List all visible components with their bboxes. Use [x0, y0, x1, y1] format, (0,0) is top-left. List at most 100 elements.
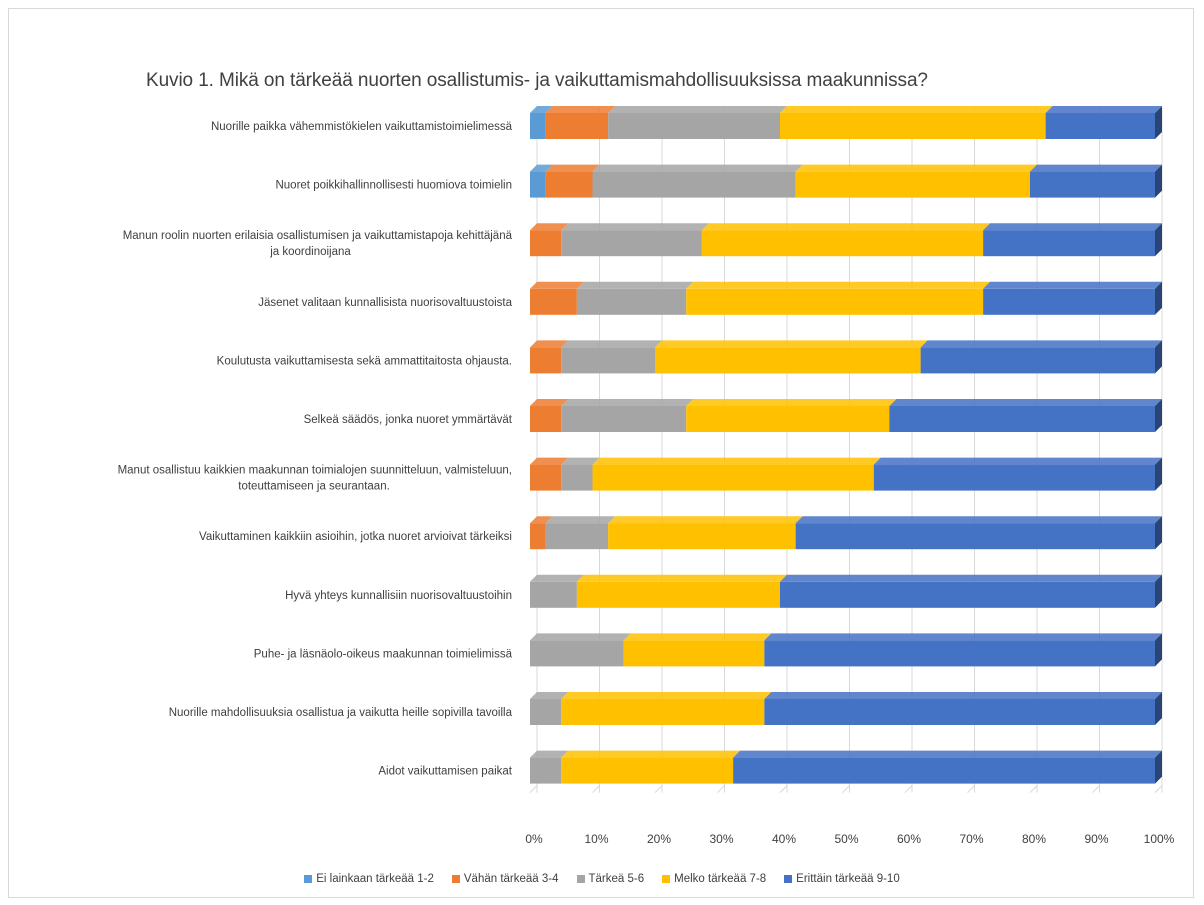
bar-segment: [530, 699, 561, 725]
bar-segment-top: [546, 165, 600, 172]
bar-segment: [530, 289, 577, 315]
legend-label: Tärkeä 5-6: [589, 873, 645, 885]
gridline-floor: [1155, 786, 1162, 793]
bar-segment: [530, 347, 561, 373]
legend-swatch: [452, 875, 460, 883]
bar-segment: [561, 406, 686, 432]
x-tick-label: 70%: [959, 832, 983, 846]
bar-segment-top: [796, 516, 1162, 523]
category-label: Selkeä säädös, jonka nuoret ymmärtävät: [304, 414, 513, 426]
bar-segment: [530, 758, 561, 784]
bar-segment: [530, 582, 577, 608]
gridline-floor: [843, 786, 850, 793]
bar-segment: [796, 523, 1155, 549]
bar-segment-top: [874, 458, 1162, 465]
bar-segment-top: [733, 751, 1162, 758]
legend-swatch: [577, 875, 585, 883]
x-tick-label: 50%: [834, 832, 858, 846]
gridline-floor: [593, 786, 600, 793]
bar-segment-top: [530, 575, 584, 582]
x-tick-label: 30%: [709, 832, 733, 846]
bar-segment-top: [561, 399, 693, 406]
bar-segment-top: [780, 106, 1053, 113]
bar-segment: [686, 406, 889, 432]
bar-segment: [530, 465, 561, 491]
gridline-floor: [1030, 786, 1037, 793]
bar-segment: [530, 406, 561, 432]
bar-segment-top: [983, 282, 1162, 289]
x-tick-label: 80%: [1022, 832, 1046, 846]
gridline-floor: [1093, 786, 1100, 793]
legend-label: Vähän tärkeää 3-4: [464, 873, 559, 885]
bar-segment: [1046, 113, 1155, 139]
bar-segment-top: [593, 165, 803, 172]
legend-swatch: [784, 875, 792, 883]
x-tick-label: 40%: [772, 832, 796, 846]
category-label: Jäsenet valitaan kunnallisista nuorisova…: [258, 297, 512, 309]
category-label: Puhe- ja läsnäolo-oikeus maakunnan toimi…: [254, 648, 513, 660]
bar-segment-top: [921, 340, 1162, 347]
bar-segment: [780, 113, 1046, 139]
bar-segment: [561, 230, 702, 256]
category-label: Nuorille mahdollisuuksia osallistua ja v…: [169, 707, 513, 719]
gridline-floor: [655, 786, 662, 793]
bar-segment-top: [608, 106, 787, 113]
category-label: Vaikuttaminen kaikkiin asioihin, jotka n…: [199, 531, 512, 543]
bar-segment: [577, 289, 686, 315]
category-label: Aidot vaikuttamisen paikat: [378, 766, 512, 778]
bar-segment: [593, 172, 796, 198]
bar-segment: [889, 406, 1155, 432]
chart-legend: Ei lainkaan tärkeää 1-2 Vähän tärkeää 3-4…: [0, 873, 1204, 885]
bar-segment-top: [561, 340, 662, 347]
bar-segment: [561, 758, 733, 784]
legend-swatch: [304, 875, 312, 883]
gridline-floor: [905, 786, 912, 793]
bar-segment: [577, 582, 780, 608]
bar-segment: [546, 113, 609, 139]
bar-segment: [624, 640, 765, 666]
bar-segment-top: [983, 223, 1162, 230]
bar-segment-top: [764, 692, 1162, 699]
bar-segment-top: [686, 399, 896, 406]
legend-item: Erittäin tärkeää 9-10: [784, 873, 900, 885]
bar-segment: [874, 465, 1155, 491]
bar-segment-top: [530, 282, 584, 289]
category-label: Koulutusta vaikuttamisesta sekä ammattit…: [217, 355, 512, 367]
bar-segment: [530, 640, 624, 666]
bar-segment: [546, 172, 593, 198]
bar-segment-top: [608, 516, 803, 523]
legend-item: Melko tärkeää 7-8: [662, 873, 766, 885]
bar-segment-top: [780, 575, 1162, 582]
bar-segment-top: [561, 751, 740, 758]
bar-segment-top: [764, 633, 1162, 640]
gridline-floor: [718, 786, 725, 793]
bar-segment: [796, 172, 1030, 198]
bar-segment: [561, 699, 764, 725]
legend-item: Ei lainkaan tärkeää 1-2: [304, 873, 434, 885]
x-tick-label: 60%: [897, 832, 921, 846]
category-label: Hyvä yhteys kunnallisiin nuorisovaltuust…: [285, 590, 512, 602]
bar-segment-top: [889, 399, 1162, 406]
legend-item: Tärkeä 5-6: [577, 873, 645, 885]
bar-segment: [608, 523, 796, 549]
bar-segment: [530, 523, 546, 549]
bar-segment-top: [624, 633, 772, 640]
bar-segment: [983, 230, 1155, 256]
x-tick-label: 0%: [525, 832, 543, 846]
bar-segment-top: [530, 633, 631, 640]
bar-segment: [561, 465, 592, 491]
bar-segment-top: [655, 340, 928, 347]
legend-swatch: [662, 875, 670, 883]
x-tick-label: 100%: [1144, 832, 1175, 846]
bar-segment: [983, 289, 1155, 315]
gridline-floor: [968, 786, 975, 793]
bar-segment: [561, 347, 655, 373]
bar-segment-top: [593, 458, 881, 465]
category-label: Nuorille paikka vähemmistökielen vaikutt…: [211, 121, 513, 133]
legend-item: Vähän tärkeää 3-4: [452, 873, 559, 885]
bar-segment: [593, 465, 874, 491]
bar-segment: [655, 347, 921, 373]
bar-segment-top: [546, 106, 616, 113]
bar-segment: [921, 347, 1155, 373]
